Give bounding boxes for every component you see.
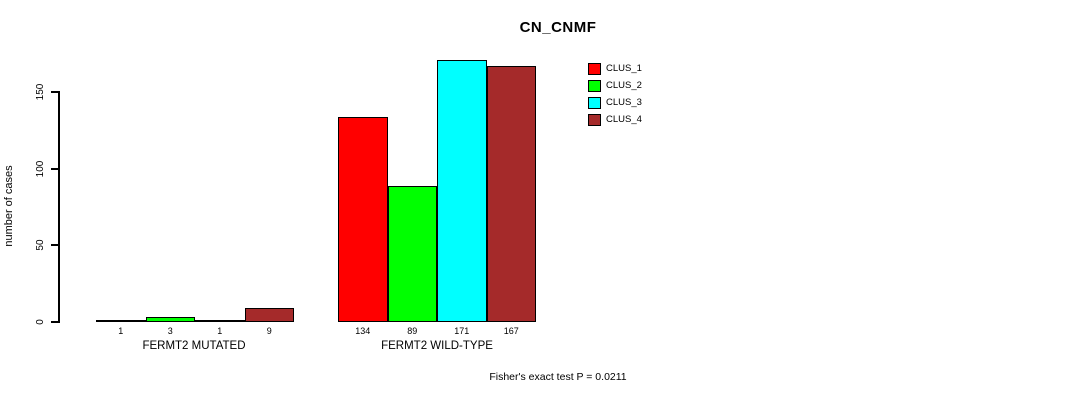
bar-clus_1-mutated — [96, 320, 146, 323]
stat-annotation: Fisher's exact test P = 0.0211 — [489, 371, 627, 383]
chart-title: CN_CNMF — [519, 19, 597, 36]
bar-clus_4-mutated — [244, 308, 294, 322]
legend-item: CLUS_4 — [588, 111, 642, 128]
legend-label: CLUS_4 — [606, 113, 642, 125]
y-tick-label: 50 — [35, 239, 46, 251]
bar-value-label: 89 — [407, 326, 418, 336]
legend-label: CLUS_3 — [606, 96, 642, 108]
category-label-wildtype: FERMT2 WILD-TYPE — [381, 340, 493, 352]
y-tick-label: 150 — [35, 83, 46, 101]
bar-clus_1-wildtype — [338, 116, 388, 322]
bar-value-label: 134 — [355, 326, 371, 336]
legend-swatch-clus1 — [588, 62, 601, 75]
bar-clus_4-wildtype — [486, 65, 536, 322]
category-label-mutated: FERMT2 MUTATED — [142, 340, 246, 352]
legend-label: CLUS_1 — [606, 62, 642, 74]
y-tick-label: 100 — [35, 160, 46, 178]
bar-clus_2-wildtype — [387, 185, 437, 322]
legend-item: CLUS_3 — [588, 94, 642, 111]
y-tick-mark — [51, 244, 59, 246]
y-axis-line — [58, 91, 60, 323]
y-tick-label: 0 — [35, 319, 46, 325]
y-tick-mark — [51, 321, 59, 323]
legend: CLUS_1 CLUS_2 CLUS_3 CLUS_4 — [588, 60, 642, 128]
bar-value-label: 167 — [503, 326, 519, 336]
legend-label: CLUS_2 — [606, 79, 642, 91]
legend-swatch-clus4 — [588, 113, 601, 126]
y-tick-mark — [51, 91, 59, 93]
y-tick-mark — [51, 168, 59, 170]
legend-swatch-clus2 — [588, 79, 601, 92]
legend-swatch-clus3 — [588, 96, 601, 109]
bar-value-label: 9 — [266, 326, 272, 336]
legend-item: CLUS_2 — [588, 77, 642, 94]
bar-value-label: 3 — [167, 326, 173, 336]
bar-clus_3-wildtype — [437, 59, 487, 322]
legend-item: CLUS_1 — [588, 60, 642, 77]
bar-clus_2-mutated — [145, 317, 195, 322]
bar-value-label: 1 — [217, 326, 223, 336]
y-axis-label: number of cases — [3, 165, 15, 247]
bar-value-label: 171 — [454, 326, 470, 336]
bar-value-label: 1 — [118, 326, 124, 336]
bar-clus_3-mutated — [195, 320, 245, 323]
